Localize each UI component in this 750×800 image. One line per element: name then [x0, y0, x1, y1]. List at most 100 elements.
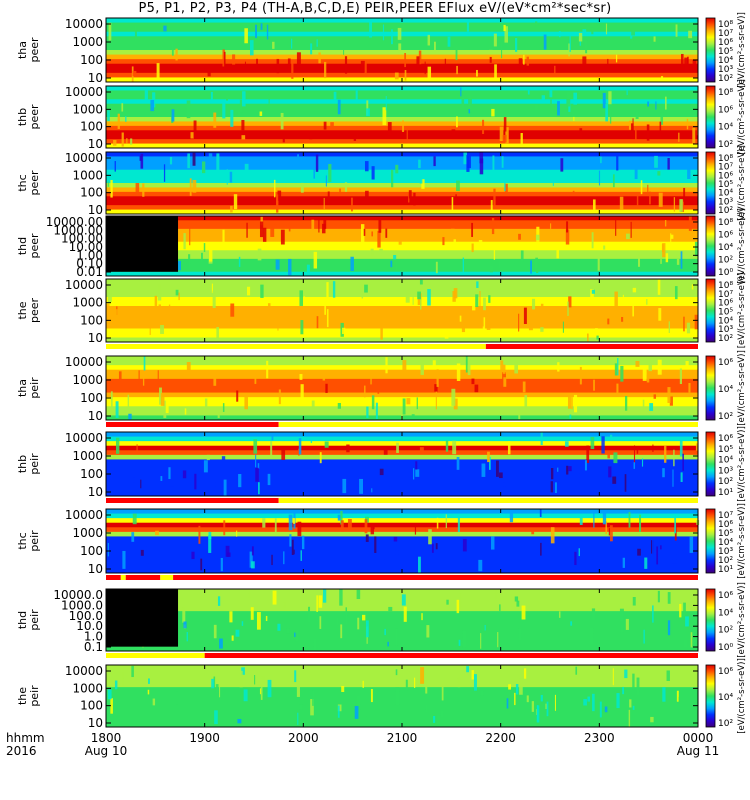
- colorbar-tick-label: 10⁴: [718, 538, 733, 548]
- mode-bar-segment: [106, 344, 486, 349]
- colorbar-tick-label: 10⁶: [718, 520, 733, 530]
- colorbar-tick-label: 10⁸: [718, 88, 733, 98]
- colorbar-tick-label: 10⁵: [718, 47, 733, 57]
- mode-bar-segment: [106, 498, 279, 503]
- y-tick-label: 10000: [65, 508, 103, 522]
- mode-bar: [106, 653, 698, 658]
- colorbar-unit-label: [eV/(cm²-s-sr-eV)]: [737, 208, 747, 284]
- colorbar-tick-label: 10⁶: [718, 591, 733, 601]
- y-tick-label: 10000.00: [46, 215, 103, 229]
- y-tick-label: 10000: [65, 355, 103, 369]
- colorbar-tick-label: 10⁷: [718, 511, 733, 521]
- y-tick-label: 10.00: [69, 240, 103, 254]
- colorbar-tick-label: 10⁴: [718, 456, 733, 466]
- y-tick-label: 100: [80, 391, 103, 405]
- colorbar-tick-label: 10⁰: [718, 268, 733, 278]
- y-tick-label: 1000: [72, 681, 103, 695]
- colorbar-unit-label: [eV/(cm²-s-sr-eV)]: [737, 273, 747, 349]
- colorbar-tick-label: 10⁸: [718, 20, 733, 30]
- colorbar-unit-label: [eV/(cm²-s-sr-eV)]: [737, 503, 747, 579]
- y-tick-label: 100: [80, 467, 103, 481]
- colorbar: 10⁶ 10⁴ 10² [eV/(cm²-s-sr-eV)]: [705, 350, 747, 426]
- colorbar-tick-label: 10²: [718, 140, 733, 150]
- mode-bar-segment: [485, 344, 698, 349]
- x-tick-label: 2300: [584, 731, 615, 745]
- y-tick-label: 10000: [65, 431, 103, 445]
- y-tick-label: 10: [88, 331, 103, 345]
- y-tick-label: 100: [80, 313, 103, 327]
- x-tick-label: 2000: [288, 731, 319, 745]
- y-tick-label: 10000: [65, 85, 103, 99]
- colorbar-tick-label: 10²: [718, 477, 733, 487]
- spectrogram-panel-thc-peir: 10000 1000 100 10 thcpeir: [16, 508, 700, 576]
- spectrogram-panel-tha-peir: 10000 1000 100 10 thapeir: [16, 355, 699, 423]
- colorbar-tick-label: 10⁴: [718, 189, 733, 199]
- colorbar-tick-label: 10⁵: [718, 529, 733, 539]
- y-tick-label: 1000.00: [53, 223, 103, 237]
- y-tick-label: 1000: [72, 526, 103, 540]
- x-date-label: Aug 10: [85, 744, 128, 758]
- panel-label: thdpeer: [16, 233, 41, 259]
- panel-label: thbpeer: [16, 104, 41, 130]
- y-tick-label: 10: [88, 137, 103, 151]
- colorbar-tick-label: 10⁴: [718, 243, 733, 253]
- colorbar-tick-label: 10⁷: [718, 290, 733, 300]
- colorbar-tick-label: 10⁴: [718, 608, 733, 618]
- y-tick-label: 100: [80, 53, 103, 67]
- y-tick-label: 100: [80, 544, 103, 558]
- mode-bar-segment: [173, 575, 699, 580]
- y-tick-label: 0.01: [76, 265, 103, 279]
- colorbar-tick-label: 10⁴: [718, 385, 733, 395]
- colorbar-tick-label: 10³: [718, 65, 733, 75]
- mode-bar-segment: [204, 653, 698, 658]
- colorbar-tick-label: 10⁶: [718, 667, 733, 677]
- y-tick-label: 1000: [72, 449, 103, 463]
- mode-bar-segment: [106, 653, 205, 658]
- colorbar-tick-label: 10²: [718, 719, 733, 729]
- colorbar-tick-label: 10¹: [718, 488, 733, 498]
- y-tick-label: 1000: [72, 102, 103, 116]
- colorbar-tick-label: 10¹: [718, 565, 733, 575]
- colorbar-tick-label: 10⁶: [718, 358, 733, 368]
- y-tick-label: 100.0: [69, 609, 103, 623]
- panel-label: thcpeer: [16, 170, 41, 196]
- colorbar: 10⁸ 10⁶ 10⁴ 10² 10⁰ [eV/(cm²-s-sr-eV)]: [705, 208, 747, 284]
- y-tick-label: 10: [88, 562, 103, 576]
- colorbar-unit-label: [eV/(cm²-s-sr-eV)]: [737, 79, 747, 155]
- y-tick-label: 10: [88, 716, 103, 730]
- colorbar-tick-label: 10⁵: [718, 445, 733, 455]
- colorbar-tick-label: 10⁶: [718, 434, 733, 444]
- colorbar-tick-label: 10⁷: [718, 29, 733, 39]
- y-tick-label: 100: [80, 120, 103, 134]
- y-tick-label: 10000: [65, 17, 103, 31]
- x-tick-label: 1800: [91, 731, 122, 745]
- y-tick-label: 10000.0: [53, 588, 103, 602]
- spectrogram-panel-the-peir: 10000 1000 100 10 thepeir: [16, 664, 699, 730]
- spectrogram-panel-tha-peer: 10000 1000 100 10 thapeer: [16, 17, 699, 85]
- y-tick-label: 1000: [72, 373, 103, 387]
- x-tick-label: 1900: [189, 731, 220, 745]
- mode-bar-segment: [106, 575, 121, 580]
- mode-bar-segment: [125, 575, 161, 580]
- spectrogram-panel-the-peer: 10000 1000 100 10 thepeer: [16, 278, 699, 345]
- colorbar: 10⁶ 10⁴ 10² [eV/(cm²-s-sr-eV)]: [705, 658, 747, 734]
- colorbar-tick-label: 10⁵: [718, 308, 733, 318]
- colorbar-tick-label: 10³: [718, 197, 733, 207]
- panel-label: thepeer: [16, 298, 41, 324]
- y-tick-label: 0.1: [84, 640, 103, 654]
- y-tick-label: 10000: [65, 151, 103, 165]
- panel-label: thepeir: [16, 685, 41, 707]
- colorbar-unit-label: [eV/(cm²-s-sr-eV)]: [737, 350, 747, 426]
- y-tick-label: 1000.0: [61, 598, 103, 612]
- panel-label: thdpeir: [16, 609, 41, 631]
- panel-label: thapeer: [16, 37, 41, 63]
- y-tick-label: 10: [88, 485, 103, 499]
- y-tick-label: 100: [80, 186, 103, 200]
- x-axis-row-label: hhmm: [6, 731, 45, 745]
